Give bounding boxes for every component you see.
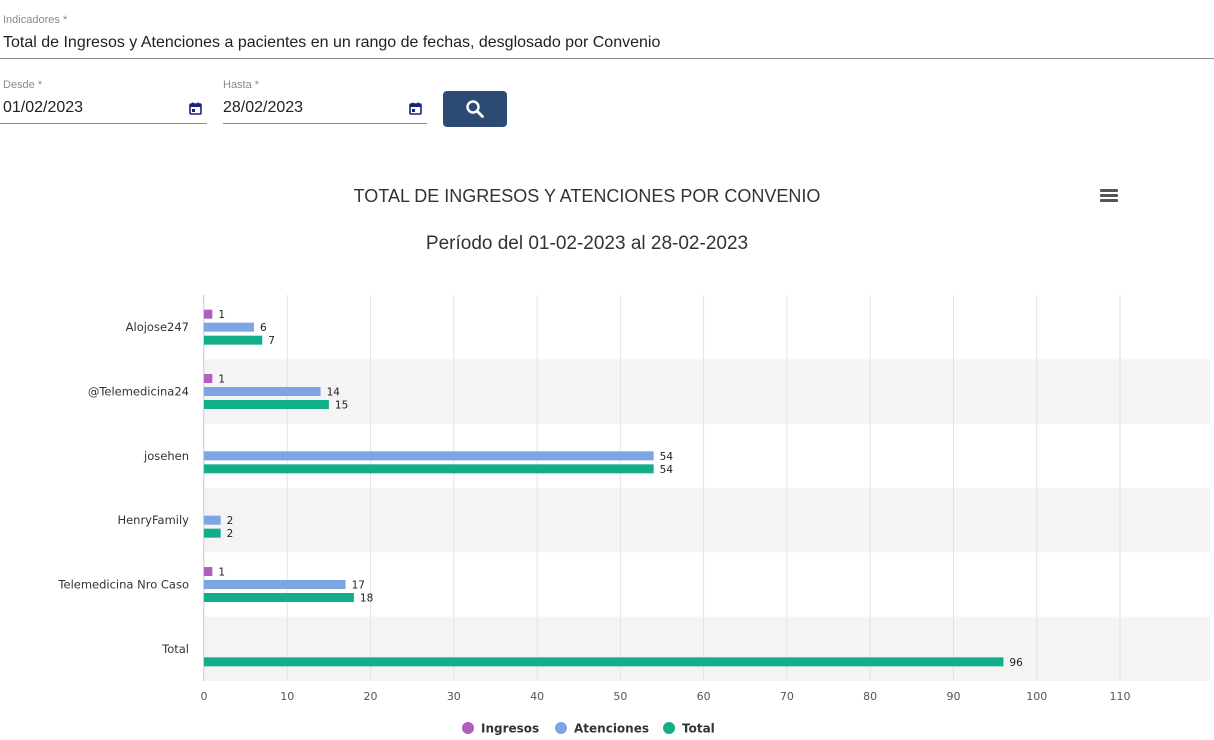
category-label: josehen (143, 449, 189, 463)
x-tick-label: 40 (530, 690, 544, 703)
calendar-icon[interactable] (409, 102, 422, 115)
legend-marker (555, 722, 567, 734)
plot-band (204, 616, 1210, 681)
indicator-underline (0, 58, 1214, 59)
category-label: HenryFamily (117, 513, 189, 527)
x-tick-label: 0 (201, 690, 208, 703)
x-tick-label: 70 (780, 690, 794, 703)
data-label: 18 (360, 593, 373, 605)
to-date-label: Hasta * (223, 79, 260, 91)
data-label: 6 (260, 322, 267, 334)
data-label: 15 (335, 400, 348, 412)
bar (204, 335, 263, 345)
legend-item[interactable]: Atenciones (574, 722, 649, 736)
legend-item[interactable]: Total (682, 722, 715, 736)
bar (204, 309, 213, 319)
bar (204, 387, 321, 396)
data-label: 1 (218, 567, 225, 579)
x-tick-label: 90 (946, 690, 960, 703)
legend-item[interactable]: Ingresos (481, 722, 539, 736)
x-tick-label: 60 (697, 690, 711, 703)
x-tick-label: 30 (447, 690, 461, 703)
category-label: @Telemedicina24 (88, 385, 189, 399)
bar-chart: 0 10 20 30 40 50 60 70 80 90 100 110 Alojose247 1 67 @T… (57, 295, 1210, 736)
data-label: 1 (218, 309, 225, 321)
bar (204, 374, 213, 383)
category-label: Telemedicina Nro Caso (57, 578, 189, 592)
plot-band (204, 359, 1210, 424)
indicator-select[interactable]: Total de Ingresos y Atenciones a pacient… (3, 34, 661, 51)
legend-marker (462, 722, 474, 734)
x-tick-label: 10 (280, 690, 294, 703)
bar (204, 567, 213, 576)
data-label: 2 (227, 528, 234, 540)
data-label: 14 (327, 387, 341, 399)
category-label: Alojose247 (126, 320, 189, 334)
indicator-label: Indicadores * (3, 14, 68, 26)
search-icon (466, 100, 484, 118)
plot-band (204, 488, 1210, 553)
search-button[interactable] (443, 91, 507, 127)
bar (204, 400, 329, 409)
data-label: 2 (227, 515, 234, 527)
chart-title: TOTAL DE INGRESOS Y ATENCIONES POR CONVE… (353, 186, 821, 206)
from-date-underline (0, 123, 207, 124)
data-label: 54 (660, 451, 674, 463)
bar (204, 322, 254, 332)
legend-marker (663, 722, 675, 734)
data-label: 54 (660, 464, 674, 476)
x-tick-label: 110 (1110, 690, 1131, 703)
x-tick-label: 50 (613, 690, 627, 703)
x-tick-label: 20 (364, 690, 378, 703)
x-tick-label: 80 (863, 690, 877, 703)
data-label: 1 (218, 374, 225, 386)
hamburger-menu-icon[interactable] (1100, 189, 1118, 203)
bar (204, 528, 221, 538)
bar (204, 515, 221, 525)
bar (204, 580, 346, 589)
bar (204, 657, 1004, 667)
chart-subtitle: Período del 01-02-2023 al 28-02-2023 (425, 233, 749, 254)
data-label: 96 (1009, 657, 1023, 669)
bar (204, 464, 654, 474)
to-date-underline (223, 123, 427, 124)
bar (204, 451, 654, 461)
bar (204, 593, 354, 602)
category-label: Total (161, 642, 189, 656)
data-label: 17 (352, 580, 365, 592)
calendar-icon[interactable] (189, 102, 202, 115)
from-date-label: Desde * (3, 79, 43, 91)
from-date-input[interactable]: 01/02/2023 (3, 99, 84, 116)
x-tick-label: 100 (1026, 690, 1047, 703)
data-label: 7 (268, 335, 275, 347)
to-date-input[interactable]: 28/02/2023 (223, 99, 304, 116)
